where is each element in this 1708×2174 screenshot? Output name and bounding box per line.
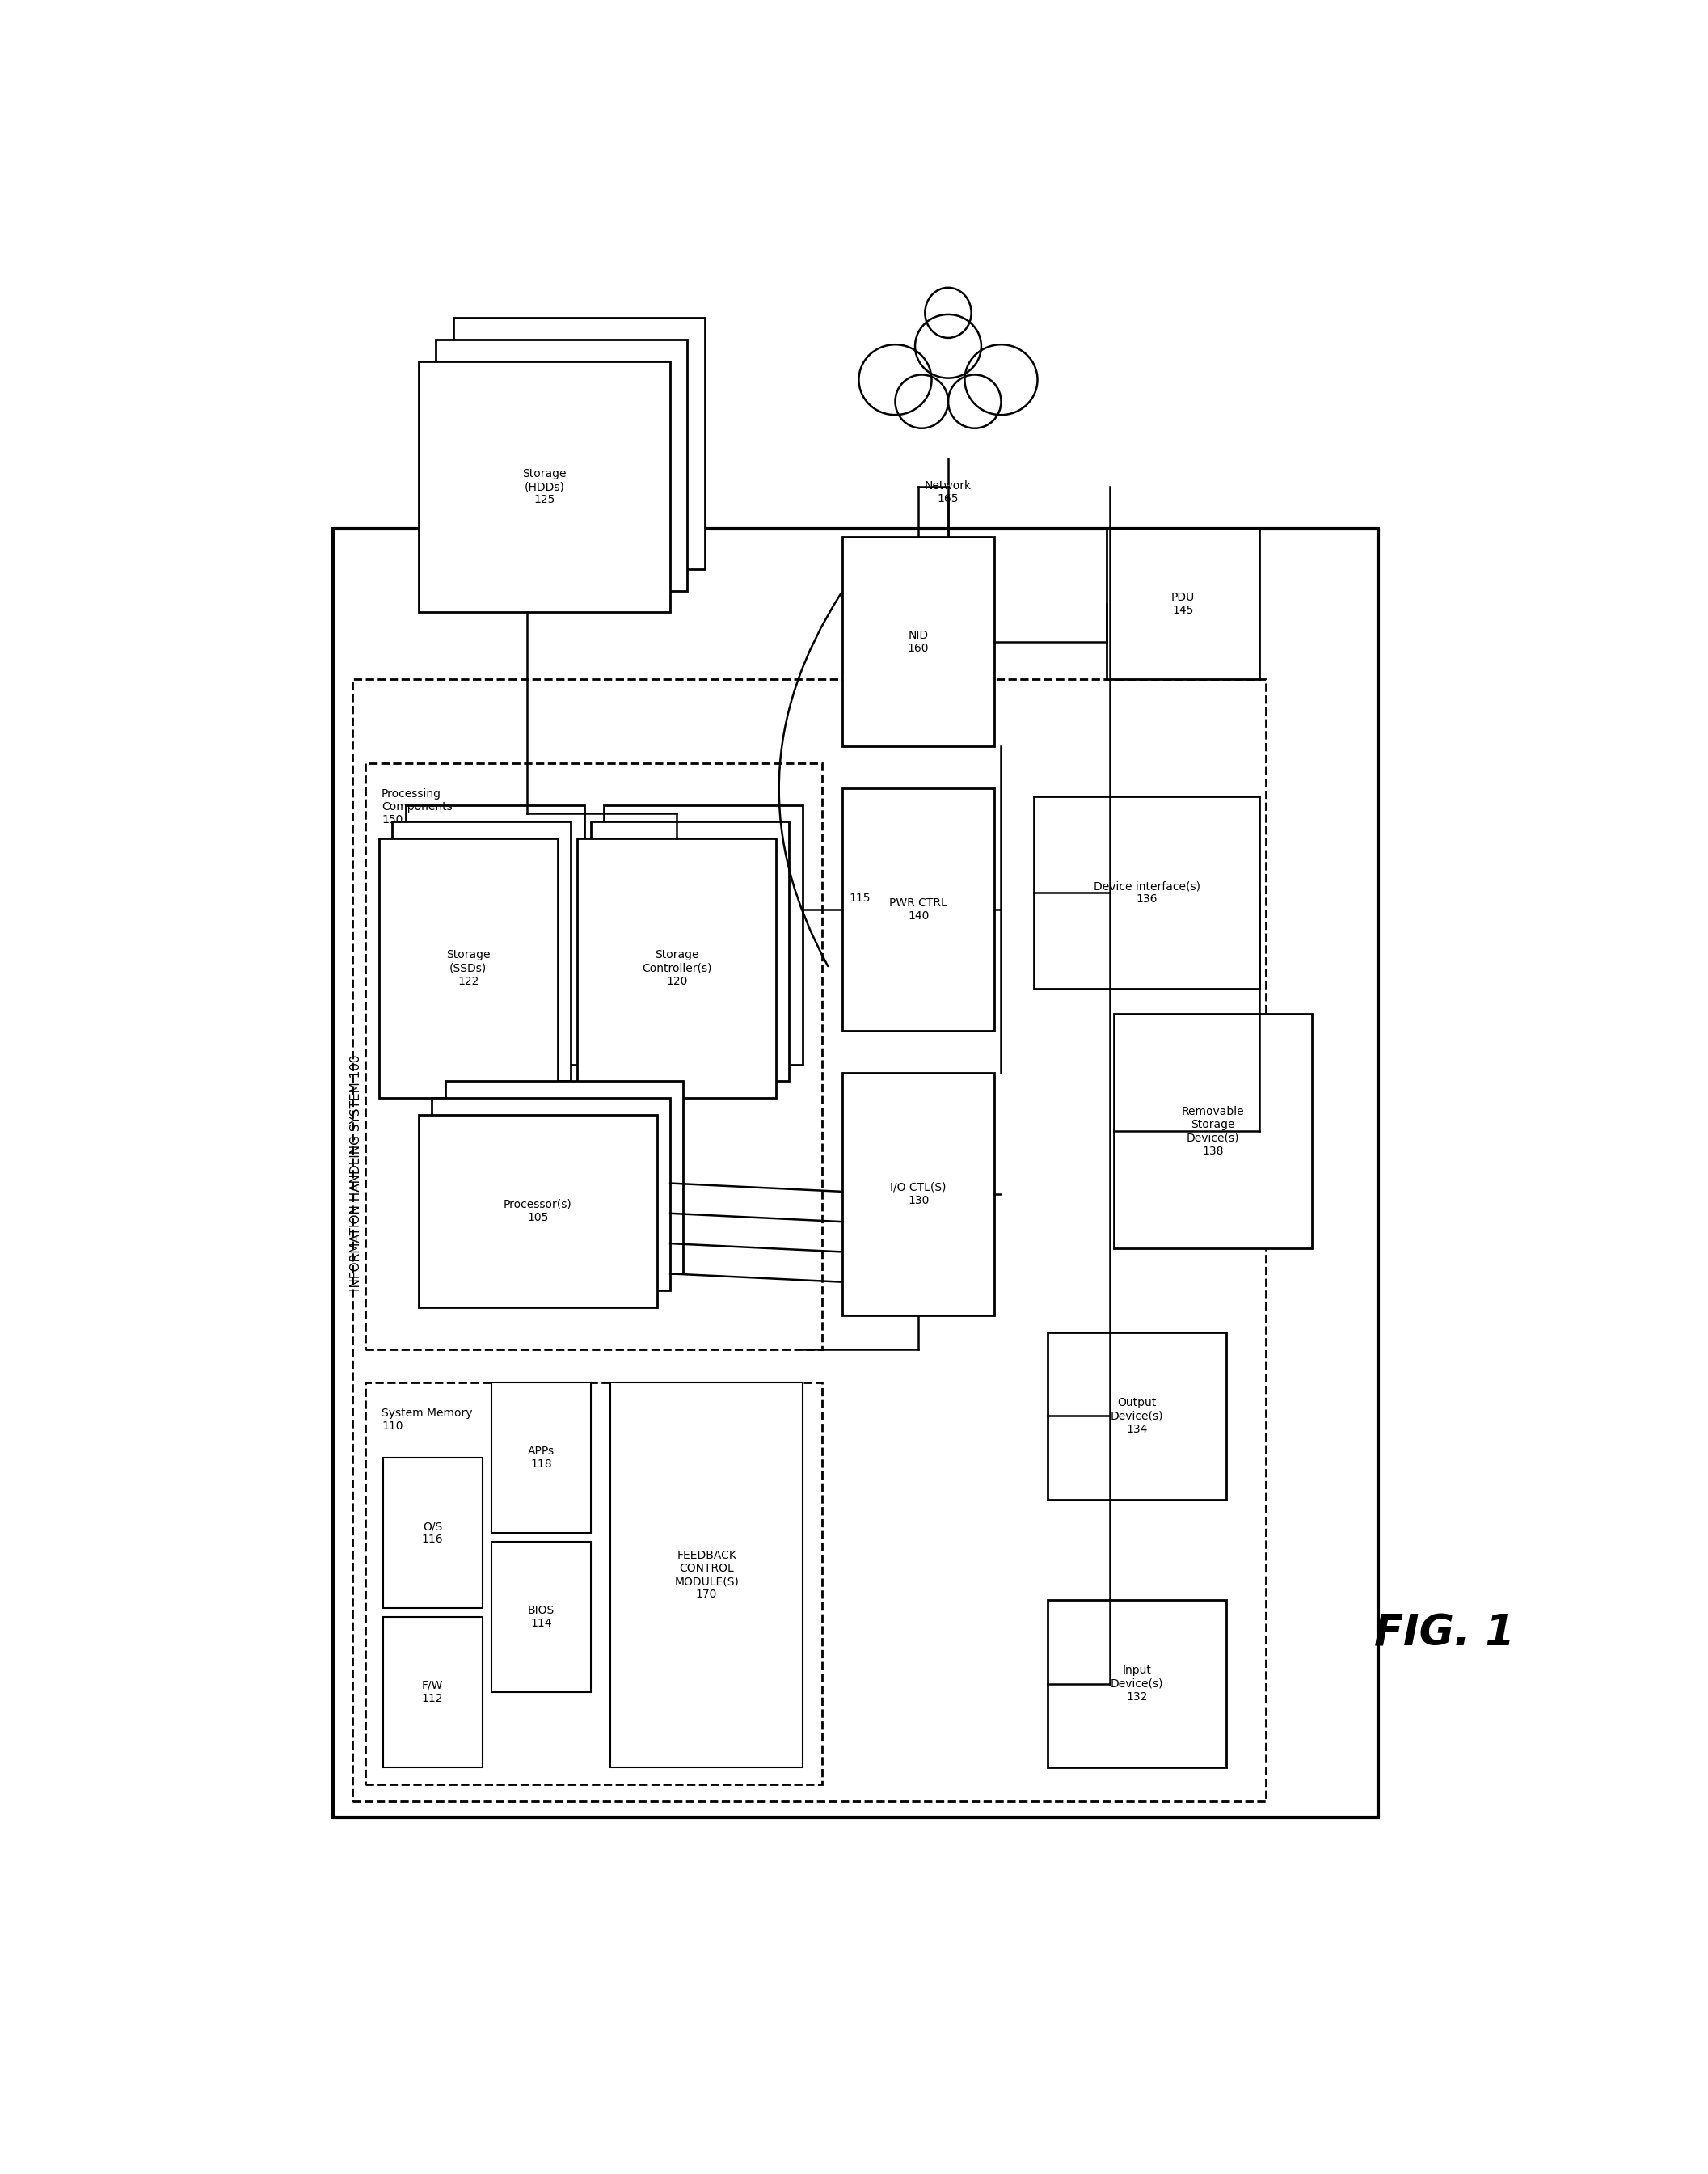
Text: 115: 115 [849,891,871,904]
Ellipse shape [965,343,1037,415]
Bar [492,1383,591,1533]
Text: NID
160: NID 160 [907,630,929,654]
Bar [436,339,687,591]
Bar [577,839,775,1098]
Text: Storage
(SSDs)
122: Storage (SSDs) 122 [446,950,490,987]
Bar [1047,1600,1226,1767]
Text: Storage
Controller(s)
120: Storage Controller(s) 120 [642,950,712,987]
Ellipse shape [915,315,980,378]
Text: BIOS
114: BIOS 114 [528,1604,555,1628]
Bar [432,1098,670,1291]
Bar [379,839,557,1098]
Bar [1033,796,1259,989]
Text: Processor(s)
105: Processor(s) 105 [504,1198,572,1224]
Bar [446,1080,683,1274]
Text: Device interface(s)
136: Device interface(s) 136 [1093,880,1201,904]
Bar [453,317,705,570]
Text: FEEDBACK
CONTROL
MODULE(S)
170: FEEDBACK CONTROL MODULE(S) 170 [675,1550,740,1600]
Bar [1114,1013,1312,1248]
Text: Processing
Components
150: Processing Components 150 [381,789,453,826]
Bar [418,1115,658,1307]
Bar [393,822,570,1080]
Text: Input
Device(s)
132: Input Device(s) 132 [1110,1665,1163,1702]
Text: PWR CTRL
140: PWR CTRL 140 [890,898,948,922]
Text: Network
165: Network 165 [924,480,972,504]
Bar [383,1617,482,1767]
Ellipse shape [895,374,948,428]
Text: Storage
(HDDs)
125: Storage (HDDs) 125 [523,467,567,507]
Text: Output
Device(s)
134: Output Device(s) 134 [1110,1398,1163,1435]
Text: System Memory
110: System Memory 110 [381,1407,473,1433]
Bar [591,822,789,1080]
Bar [333,528,1378,1817]
Bar [611,1383,803,1767]
Text: FIG. 1: FIG. 1 [1375,1613,1515,1654]
Bar [418,361,670,613]
Bar [366,763,823,1348]
Text: O/S
116: O/S 116 [422,1522,444,1546]
Bar [352,678,1266,1800]
Ellipse shape [859,343,931,415]
Bar [1107,528,1259,678]
Bar [842,789,994,1030]
Bar [1047,1333,1226,1500]
Text: I/O CTL(S)
130: I/O CTL(S) 130 [890,1183,946,1207]
Text: PDU
145: PDU 145 [1172,591,1196,615]
Ellipse shape [926,287,972,337]
Text: APPs
118: APPs 118 [528,1446,555,1470]
Bar [383,1459,482,1609]
Bar [842,1072,994,1315]
Bar [405,804,584,1065]
Bar [842,537,994,746]
Text: INFORMATION HANDLING SYSTEM 100: INFORMATION HANDLING SYSTEM 100 [350,1054,362,1291]
Bar [492,1541,591,1691]
Bar [366,1383,823,1785]
Ellipse shape [948,374,1001,428]
Text: Removable
Storage
Device(s)
138: Removable Storage Device(s) 138 [1182,1107,1243,1157]
Text: F/W
112: F/W 112 [422,1681,444,1704]
Bar [605,804,803,1065]
